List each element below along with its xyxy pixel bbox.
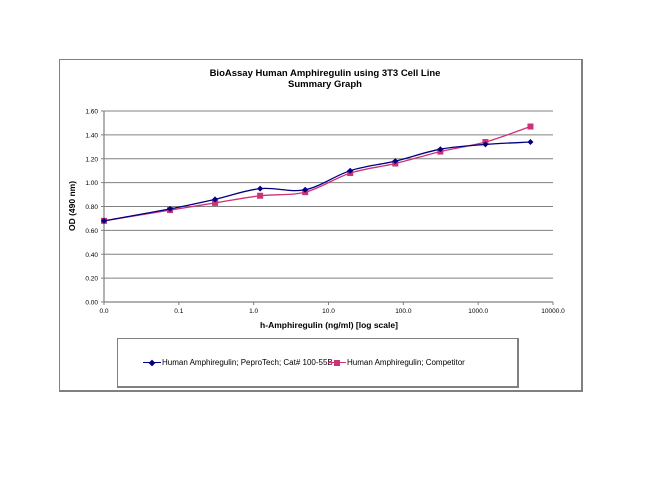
diamond-marker-icon bbox=[392, 158, 399, 165]
diamond-marker-icon bbox=[257, 185, 264, 192]
legend-label: Human Amphiregulin; Competitor bbox=[347, 358, 465, 367]
square-marker-icon bbox=[527, 123, 534, 130]
chart-title-block: BioAssay Human Amphiregulin using 3T3 Ce… bbox=[0, 68, 650, 90]
y-tick-label: 0.20 bbox=[85, 276, 98, 283]
diamond-marker-icon bbox=[101, 217, 107, 224]
axes bbox=[101, 110, 554, 305]
square-marker-icon bbox=[212, 199, 219, 206]
y-tick-label: 1.20 bbox=[85, 156, 98, 163]
y-tick-label: 0.80 bbox=[85, 204, 98, 211]
legend-label: Human Amphiregulin; PeproTech; Cat# 100-… bbox=[162, 358, 333, 367]
chart-subtitle: Summary Graph bbox=[288, 79, 362, 90]
y-tick-labels: 0.00 0.20 0.40 0.60 0.80 1.00 1.20 1.40 1.60 bbox=[85, 109, 98, 307]
x-tick-label: 1.0 bbox=[249, 308, 258, 315]
series-diamond bbox=[101, 139, 534, 224]
legend-item-competitor: Human Amphiregulin; Competitor bbox=[328, 358, 465, 367]
x-tick-label: 10.0 bbox=[322, 308, 335, 315]
x-tick-label: 10000.0 bbox=[541, 308, 565, 315]
x-axis-label: h-Amphiregulin (ng/ml) [log scale] bbox=[260, 320, 398, 330]
legend: Human Amphiregulin; PeproTech; Cat# 100-… bbox=[117, 338, 519, 388]
x-tick-label: 100.0 bbox=[395, 308, 412, 315]
diamond-marker-icon bbox=[302, 186, 309, 193]
square-marker-icon bbox=[257, 192, 264, 199]
y-tick-label: 0.00 bbox=[85, 300, 98, 307]
diamond-marker-icon bbox=[167, 205, 174, 212]
diamond-marker-icon bbox=[212, 196, 219, 203]
y-tick-label: 1.00 bbox=[85, 180, 98, 187]
x-tick-label: 1000.0 bbox=[468, 308, 488, 315]
diamond-marker-icon bbox=[347, 167, 354, 174]
diamond-marker-icon bbox=[437, 146, 444, 153]
y-tick-label: 1.40 bbox=[85, 132, 98, 139]
square-marker-icon bbox=[328, 359, 346, 367]
y-tick-label: 0.60 bbox=[85, 228, 98, 235]
legend-item-peprotech: Human Amphiregulin; PeproTech; Cat# 100-… bbox=[143, 358, 333, 367]
chart-frame bbox=[59, 59, 583, 392]
y-tick-label: 1.60 bbox=[85, 109, 98, 116]
x-tick-labels: 0.0 0.1 1.0 10.0 100.0 1000.0 10000.0 bbox=[99, 308, 565, 315]
diamond-marker-icon bbox=[527, 139, 534, 146]
x-tick-label: 0.1 bbox=[174, 308, 183, 315]
diamond-marker-icon bbox=[482, 141, 489, 148]
y-tick-label: 0.40 bbox=[85, 252, 98, 259]
diamond-marker-icon bbox=[143, 359, 161, 367]
chart-title: BioAssay Human Amphiregulin using 3T3 Ce… bbox=[209, 68, 441, 79]
y-axis-label: OD (490 nm) bbox=[67, 181, 77, 231]
data-series bbox=[101, 123, 534, 224]
gridlines bbox=[104, 110, 553, 279]
series-square bbox=[101, 123, 534, 224]
x-tick-label: 0.0 bbox=[99, 308, 108, 315]
